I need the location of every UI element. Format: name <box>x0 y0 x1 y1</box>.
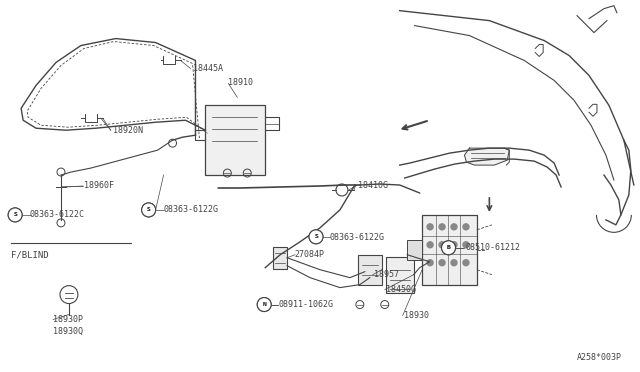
FancyBboxPatch shape <box>422 215 477 285</box>
Text: N: N <box>262 302 266 307</box>
Text: A258*003P: A258*003P <box>577 353 622 362</box>
FancyBboxPatch shape <box>205 105 265 175</box>
Circle shape <box>463 260 469 266</box>
Text: S: S <box>314 234 318 239</box>
Circle shape <box>427 224 433 230</box>
Circle shape <box>257 298 271 311</box>
Circle shape <box>439 242 445 248</box>
Circle shape <box>309 230 323 244</box>
Circle shape <box>141 203 156 217</box>
Text: 08510-61212: 08510-61212 <box>465 243 520 252</box>
Text: 18450G: 18450G <box>386 285 416 294</box>
Circle shape <box>439 224 445 230</box>
Text: 18930P: 18930P <box>53 315 83 324</box>
Circle shape <box>463 224 469 230</box>
Circle shape <box>451 260 457 266</box>
Text: 18957: 18957 <box>374 270 399 279</box>
Bar <box>273 247 287 269</box>
Circle shape <box>427 260 433 266</box>
Text: 27084P: 27084P <box>294 250 324 259</box>
Text: 08363-6122C: 08363-6122C <box>29 211 84 219</box>
Circle shape <box>60 286 78 304</box>
Text: F/BLIND: F/BLIND <box>11 251 49 260</box>
Circle shape <box>8 208 22 222</box>
Circle shape <box>442 241 456 255</box>
Text: 08363-6122G: 08363-6122G <box>164 205 219 214</box>
Circle shape <box>8 208 22 222</box>
Circle shape <box>309 230 323 244</box>
Text: 18960F: 18960F <box>84 182 114 190</box>
Circle shape <box>439 260 445 266</box>
Circle shape <box>451 224 457 230</box>
Text: S: S <box>314 234 318 239</box>
Circle shape <box>442 241 456 255</box>
Text: 18930: 18930 <box>404 311 429 320</box>
FancyBboxPatch shape <box>386 257 413 293</box>
Circle shape <box>427 242 433 248</box>
Circle shape <box>141 203 156 217</box>
FancyBboxPatch shape <box>358 255 382 285</box>
Text: S: S <box>147 208 150 212</box>
Text: 18410G: 18410G <box>358 180 388 189</box>
Text: 18920N: 18920N <box>113 126 143 135</box>
Text: 08363-6122G: 08363-6122G <box>330 233 385 242</box>
Text: S: S <box>13 212 17 217</box>
Text: S: S <box>147 208 150 212</box>
Bar <box>407 240 422 260</box>
Circle shape <box>257 298 271 311</box>
Text: 18445A: 18445A <box>193 64 223 73</box>
Text: 08911-1062G: 08911-1062G <box>278 300 333 309</box>
Polygon shape <box>465 148 509 165</box>
Text: N: N <box>262 302 266 307</box>
Circle shape <box>451 242 457 248</box>
Text: B: B <box>447 245 451 250</box>
Text: B: B <box>447 245 451 250</box>
Text: 18910: 18910 <box>228 78 253 87</box>
Text: S: S <box>13 212 17 217</box>
Text: 18930Q: 18930Q <box>53 327 83 336</box>
Circle shape <box>463 242 469 248</box>
